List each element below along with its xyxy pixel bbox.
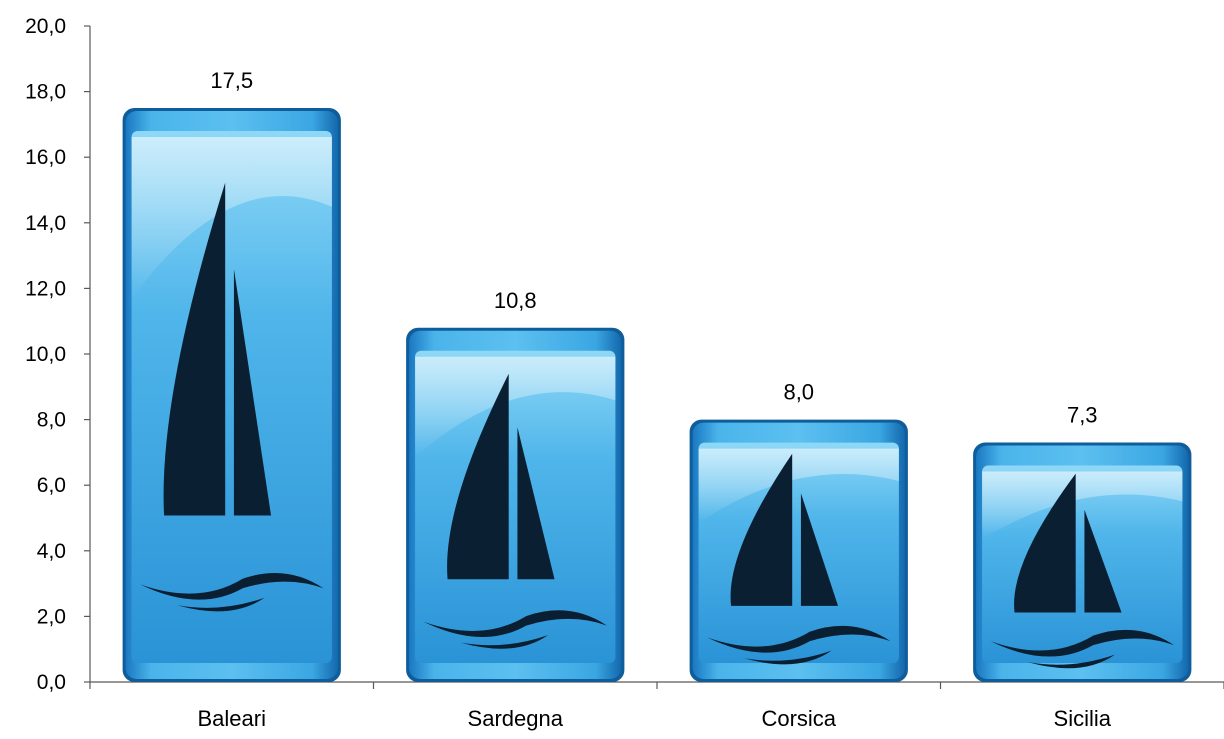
bar-inner-panel [698,442,899,663]
data-label: 8,0 [783,380,814,405]
y-tick-label: 16,0 [25,146,66,169]
data-label: 10,8 [494,288,537,313]
sailboat-icon [423,373,607,649]
bar-sicilia [973,442,1192,682]
x-tick-label: Sicilia [1054,706,1112,731]
y-tick-label: 14,0 [25,212,66,235]
bar-gloss [982,471,1183,540]
bar-inner-panel [131,131,332,663]
sailboat-icon [140,182,324,612]
bar-gloss [415,356,616,457]
data-label: 7,3 [1067,403,1098,428]
sailboat-icon [990,473,1174,669]
y-tick-label: 10,0 [25,343,66,366]
labels: 17,5 Baleari 10,8 Sardegna 8,0 Corsica 7,3 Sici… [198,68,1112,731]
data-label: 17,5 [210,68,253,93]
bar-inner-panel [415,350,616,663]
y-tick-label: 12,0 [25,277,66,300]
x-tick-label: Baleari [198,706,266,731]
y-tick-label: 6,0 [37,474,66,497]
x-tick-label: Corsica [761,706,836,731]
y-tick-label: 20,0 [25,15,66,38]
bar-gloss [131,137,332,299]
bar-inner-panel [982,465,1183,663]
sailboat-icon [707,453,891,665]
y-tick-label: 18,0 [25,81,66,104]
axes: 0,0 2,0 4,0 6,0 8,0 10,0 12,0 14,0 16,0 18,0 20,0 [25,15,1224,694]
bar-baleari [122,108,341,682]
y-tick-label: 0,0 [37,671,66,694]
bar-gloss [698,448,899,524]
bars [122,108,1192,682]
y-tick-label: 4,0 [37,540,66,563]
y-tick-label: 8,0 [37,409,66,432]
x-tick-label: Sardegna [468,706,564,731]
bar-sardegna [406,327,625,682]
y-tick-label: 2,0 [37,605,66,628]
bar-corsica [689,419,908,682]
